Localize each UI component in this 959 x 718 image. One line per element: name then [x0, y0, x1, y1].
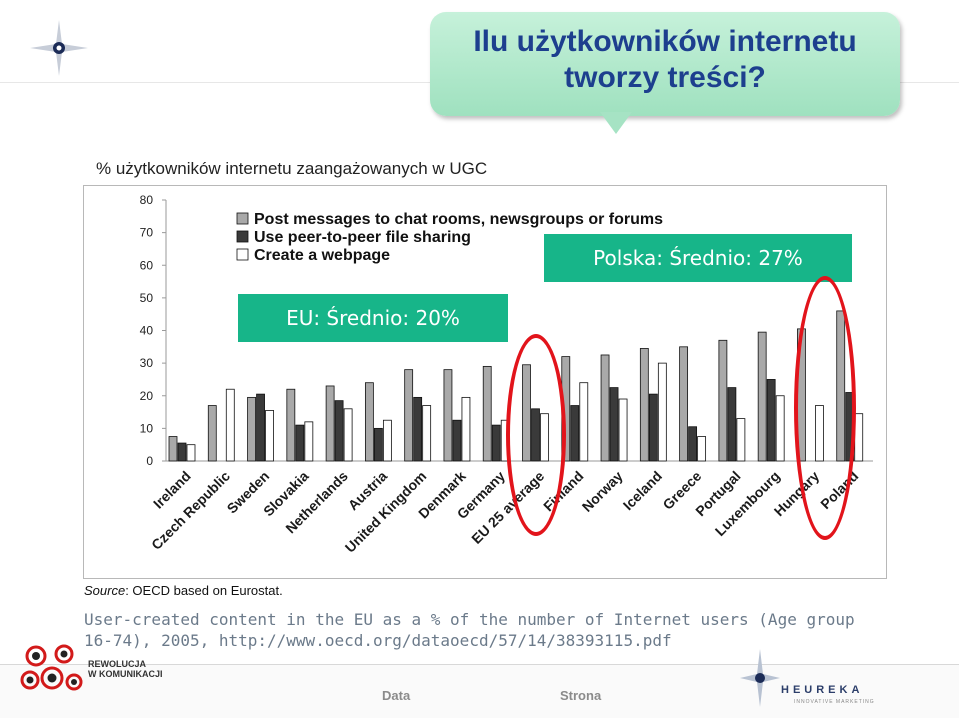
bar-1-norway [600, 354, 610, 462]
logo-line-1: REWOLUCJA [88, 659, 146, 669]
chart-caption: User-created content in the EU as a % of… [84, 610, 855, 650]
bar-1-austria [364, 382, 374, 462]
nav-strona[interactable]: Strona [560, 688, 602, 703]
bar-3-norway [618, 398, 628, 462]
bar-2-netherlands [334, 400, 344, 462]
x-tick-label: Norway [579, 468, 626, 515]
bar-2-slovakia [295, 424, 305, 462]
y-tick-label: 30 [140, 356, 154, 370]
bar-3-greece [697, 436, 707, 462]
y-tick-label: 80 [140, 193, 154, 207]
legend-swatch-2 [236, 230, 249, 243]
bar-1-ireland [168, 436, 178, 462]
logo-line-2: W KOMUNIKACJI [88, 669, 163, 679]
bar-3-portugal [736, 418, 746, 462]
bar-3-luxembourg [775, 395, 785, 462]
eu-average-box: EU: Średnio: 20% [236, 292, 510, 344]
bar-3-ireland [186, 444, 196, 462]
legend-swatch-1 [236, 212, 249, 225]
source-text: : OECD based on Eurostat. [125, 583, 283, 598]
bar-3-slovakia [304, 421, 314, 462]
source-note: Source: OECD based on Eurostat. [84, 583, 283, 598]
bar-1-iceland [639, 348, 649, 462]
bar-2-germany [491, 424, 501, 462]
x-tick-label: Iceland [620, 468, 665, 513]
bar-1-slovakia [286, 388, 296, 462]
footer [0, 664, 959, 718]
bar-2-denmark [452, 419, 462, 462]
legend-label-2: Use peer-to-peer file sharing [254, 229, 471, 246]
slide-title: Ilu użytkowników internetu tworzy treści… [473, 25, 857, 94]
legend: Post messages to chat rooms, newsgroups … [236, 211, 663, 264]
bar-2-united-kingdom [413, 396, 423, 462]
rewolucja-logo-text: REWOLUCJA W KOMUNIKACJI [88, 659, 163, 679]
bar-2-sweden [256, 393, 265, 462]
nav-data[interactable]: Data [382, 688, 411, 703]
bar-3-netherlands [343, 408, 353, 462]
eu-average-highlight [506, 334, 566, 536]
legend-swatch-3 [236, 248, 249, 261]
y-axis: 0 10 20 30 40 50 60 70 80 [140, 193, 873, 468]
heureka-logo: HEUREKA [781, 684, 864, 696]
bar-3-united-kingdom [422, 405, 432, 462]
bar-1-luxembourg [757, 331, 767, 462]
heureka-tagline: INNOVATIVE MARKETING [794, 699, 875, 705]
poland-highlight [794, 276, 856, 540]
y-tick-label: 40 [140, 324, 154, 338]
bar-3-sweden [265, 410, 274, 462]
bar-2-finland [570, 405, 580, 462]
bar-1-greece [679, 346, 689, 462]
y-tick-label: 70 [140, 226, 154, 240]
bar-1-sweden [247, 396, 256, 462]
bar-2-austria [373, 427, 383, 462]
bar-3-iceland [657, 362, 667, 462]
compass-star-icon [30, 20, 88, 76]
heureka-star-icon [740, 649, 780, 707]
poland-average-box: Polska: Średnio: 27% [542, 232, 854, 284]
bar-2-norway [609, 387, 619, 462]
y-tick-label: 0 [146, 454, 153, 468]
legend-label-1: Post messages to chat rooms, newsgroups … [254, 211, 663, 228]
bar-3-denmark [461, 396, 471, 462]
bar-2-greece [688, 426, 698, 462]
bar-3-austria [382, 419, 392, 462]
legend-label-3: Create a webpage [254, 247, 390, 264]
bar-3-finland [579, 382, 589, 462]
bar-3-czech-republic [225, 388, 235, 462]
bar-1-netherlands [325, 385, 335, 462]
bar-1-germany [482, 365, 492, 462]
bar-2-luxembourg [766, 379, 776, 462]
bar-1-portugal [718, 339, 728, 462]
y-tick-label: 50 [140, 291, 154, 305]
title-callout [430, 12, 900, 116]
bar-2-iceland [648, 393, 658, 462]
bar-2-ireland [177, 442, 187, 462]
bar-1-denmark [443, 369, 453, 462]
callout-tail [600, 112, 632, 134]
source-prefix: Source [84, 583, 126, 598]
bar-1-czech-republic [207, 405, 217, 462]
y-tick-label: 20 [140, 389, 154, 403]
bar-3-poland [854, 413, 864, 462]
bar-2-portugal [727, 387, 737, 462]
y-tick-label: 60 [140, 258, 154, 272]
rewolucja-logo-icon [20, 644, 83, 691]
y-tick-label: 10 [140, 421, 154, 435]
bar-1-united-kingdom [404, 369, 414, 462]
chart-subtitle: % użytkowników internetu zaangażowanych … [96, 159, 488, 178]
